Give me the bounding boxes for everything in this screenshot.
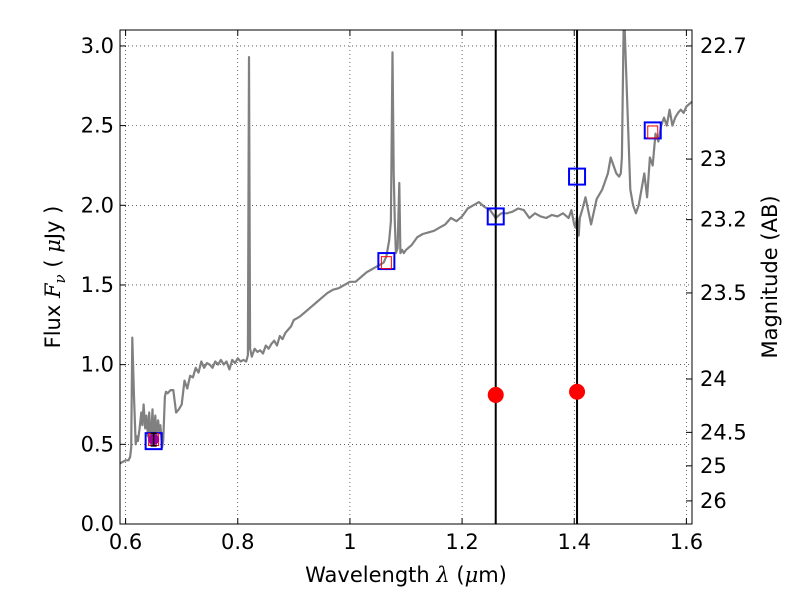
axis-ticks: 0.6 0.8 1 1.2 1.4 1.6 0.0 0.5 1.0 1.5 2.0 2.5 3.0 22.…	[81, 30, 747, 554]
x-tick-label: 1.2	[445, 530, 478, 554]
magnitude-tick-label: 23	[700, 147, 727, 171]
spectrum-line	[120, 30, 692, 465]
y-tick-label: 1.5	[81, 273, 114, 297]
magnitude-tick-label: 24.5	[700, 420, 747, 444]
plot-frame	[119, 29, 693, 525]
model-point-marker	[380, 256, 392, 270]
y-axis-label: Flux Fν ( μJy )	[41, 206, 69, 349]
model-point-marker	[647, 125, 659, 139]
magnitude-tick-label: 26	[700, 489, 727, 513]
vertical-lines	[494, 30, 579, 524]
grid-lines	[120, 30, 692, 525]
measured-point-marker	[569, 383, 586, 400]
y-tick-label: 3.0	[81, 34, 114, 58]
x-axis-label: Wavelength λ (μm)	[305, 563, 507, 587]
y-tick-label: 2.0	[81, 193, 114, 217]
magnitude-tick-label: 23.2	[700, 208, 747, 232]
x-tick-label: 1	[343, 530, 356, 554]
photometry-square-marker	[486, 207, 505, 226]
magnitude-tick-label: 23.5	[700, 281, 747, 305]
y-tick-label: 2.5	[81, 114, 114, 138]
measured-point-marker	[487, 386, 504, 403]
photometry-square-marker	[568, 167, 587, 186]
magnitude-tick-label: 24	[700, 367, 727, 391]
x-tick-label: 1.6	[670, 530, 703, 554]
magnitude-tick-label: 25	[700, 454, 727, 478]
magnitude-tick-label: 22.7	[700, 34, 747, 58]
x-tick-label: 0.6	[109, 530, 142, 554]
spectrum-layer	[120, 30, 692, 465]
x-tick-label: 1.4	[558, 530, 591, 554]
marker-layer	[144, 121, 662, 451]
y-tick-label: 0.0	[81, 512, 114, 536]
y-tick-label: 1.0	[81, 353, 114, 377]
x-tick-label: 0.8	[221, 530, 254, 554]
magnitude-axis-label: Magnitude (AB)	[758, 195, 782, 358]
y-tick-label: 0.5	[81, 432, 114, 456]
